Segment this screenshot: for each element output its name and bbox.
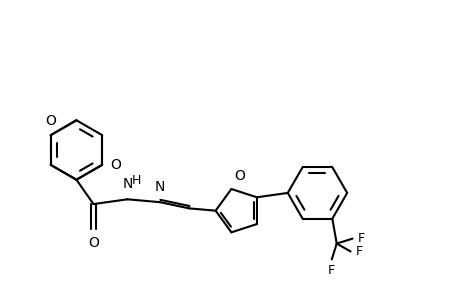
Text: N: N [122, 177, 132, 191]
Text: O: O [110, 158, 121, 172]
Text: N: N [154, 180, 165, 194]
Text: O: O [88, 236, 99, 250]
Text: O: O [234, 169, 245, 183]
Text: F: F [357, 232, 364, 245]
Text: F: F [355, 245, 362, 258]
Text: F: F [327, 264, 335, 278]
Text: H: H [131, 174, 140, 188]
Text: O: O [45, 114, 56, 128]
